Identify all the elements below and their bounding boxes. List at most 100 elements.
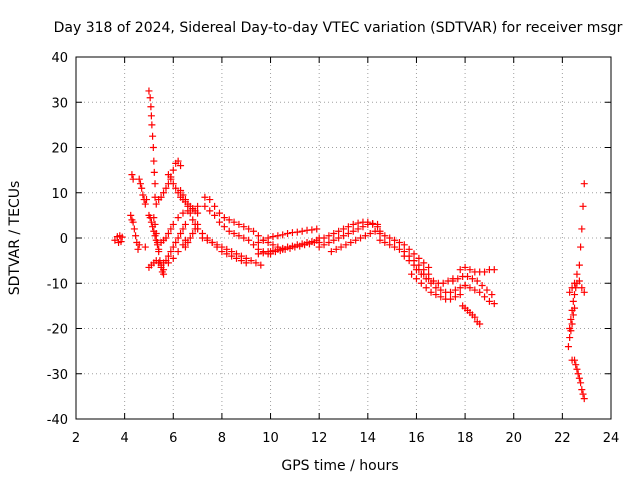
data-point xyxy=(395,239,403,247)
series-band-7.0-9.0-low2 xyxy=(194,225,250,267)
data-point xyxy=(250,241,258,249)
data-point xyxy=(250,227,258,235)
data-point xyxy=(276,247,284,255)
data-point xyxy=(128,171,136,179)
data-point xyxy=(361,232,369,240)
data-point xyxy=(422,275,430,283)
data-point xyxy=(464,272,472,280)
data-point xyxy=(301,241,309,249)
data-point xyxy=(274,232,282,240)
data-point xyxy=(111,236,119,244)
data-point xyxy=(269,233,277,241)
data-point xyxy=(164,171,172,179)
series-track-4.6-4.9 xyxy=(135,175,151,208)
series-band-12.5-14.5-c xyxy=(327,227,384,256)
data-point xyxy=(330,236,338,244)
data-point xyxy=(466,266,474,274)
data-point xyxy=(230,218,238,226)
x-tick-label: 6 xyxy=(169,431,177,446)
data-point xyxy=(230,229,238,237)
data-point xyxy=(184,202,192,210)
chart-title: Day 318 of 2024, Sidereal Day-to-day VTE… xyxy=(54,20,623,36)
data-point xyxy=(427,288,435,296)
data-point xyxy=(386,241,394,249)
data-point xyxy=(129,175,137,183)
series-band-10.0-12.0-c xyxy=(267,239,323,256)
data-point xyxy=(179,191,187,199)
data-point xyxy=(391,243,399,251)
data-point xyxy=(471,286,479,294)
data-point xyxy=(571,304,579,312)
data-point xyxy=(155,248,163,256)
y-tick-label: 20 xyxy=(51,142,68,157)
data-point xyxy=(118,233,126,241)
data-point xyxy=(437,293,445,301)
data-point xyxy=(215,218,223,226)
data-point xyxy=(478,282,486,290)
data-point xyxy=(320,241,328,249)
series-cluster-3.7h xyxy=(111,232,126,247)
data-point xyxy=(174,157,182,165)
data-point xyxy=(571,291,579,299)
data-point xyxy=(181,196,189,204)
data-point xyxy=(220,214,228,222)
data-point xyxy=(233,254,240,262)
data-point xyxy=(235,220,243,228)
data-point xyxy=(129,218,137,226)
data-point xyxy=(189,205,197,213)
data-point xyxy=(320,234,328,242)
data-point xyxy=(136,180,144,188)
data-point xyxy=(298,227,306,235)
data-point xyxy=(254,232,262,240)
data-point xyxy=(366,229,374,237)
data-point xyxy=(259,249,267,257)
data-point xyxy=(164,229,172,237)
data-point xyxy=(569,311,577,319)
data-point xyxy=(157,193,165,201)
data-point xyxy=(174,234,182,242)
series-band-9.5-12.0-a xyxy=(254,225,321,247)
data-point xyxy=(162,234,170,242)
data-point xyxy=(580,180,588,188)
data-point xyxy=(269,241,277,249)
data-point xyxy=(578,225,586,233)
data-point xyxy=(481,268,489,276)
data-point xyxy=(127,211,135,219)
data-point xyxy=(427,279,435,287)
x-tick-label: 2 xyxy=(72,431,80,446)
data-point xyxy=(564,343,572,351)
data-point xyxy=(369,220,377,228)
data-points xyxy=(111,87,588,403)
data-point xyxy=(395,245,403,253)
data-point xyxy=(432,291,440,299)
data-point xyxy=(381,232,389,240)
data-point xyxy=(410,250,418,258)
data-point xyxy=(568,320,576,328)
data-point xyxy=(347,239,355,247)
data-point xyxy=(147,112,155,120)
data-point xyxy=(471,313,479,321)
data-point xyxy=(160,189,168,197)
data-point xyxy=(151,220,159,228)
data-point xyxy=(194,225,202,233)
data-point xyxy=(352,236,360,244)
data-point xyxy=(417,279,425,287)
series-band-17.5-19.2-b xyxy=(449,272,496,299)
data-point xyxy=(169,254,177,262)
series-band-5.5-7.0-b xyxy=(157,202,202,247)
y-tick-label: 10 xyxy=(51,187,68,202)
data-point xyxy=(167,248,175,256)
data-point xyxy=(439,279,447,287)
data-point xyxy=(284,229,292,237)
data-point xyxy=(437,286,445,294)
data-point xyxy=(201,202,209,210)
data-point xyxy=(149,144,157,151)
data-point xyxy=(415,254,423,262)
data-point xyxy=(485,297,493,305)
data-point xyxy=(218,248,226,256)
data-point xyxy=(134,245,142,253)
data-point xyxy=(340,232,347,240)
data-point xyxy=(451,293,459,301)
data-point xyxy=(225,227,233,235)
